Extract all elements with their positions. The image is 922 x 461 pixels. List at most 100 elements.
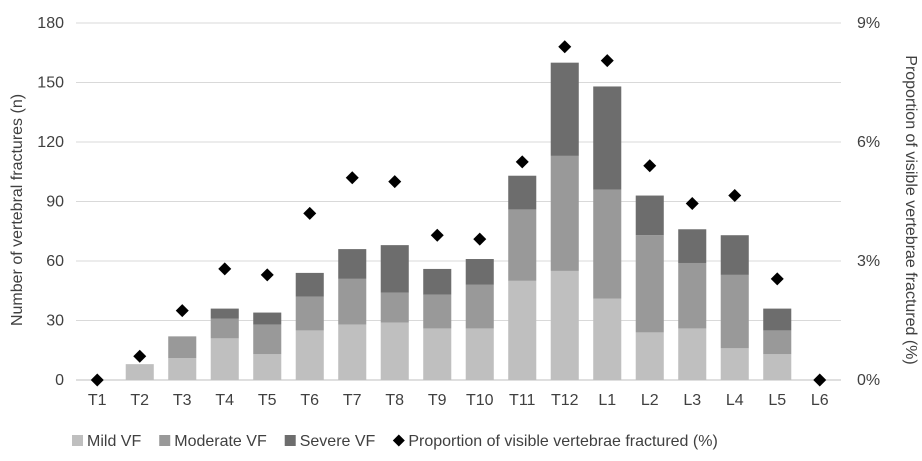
left-y-axis-ticks: 0 30 60 90 120 150 180 xyxy=(37,15,64,389)
bar-mild-vf xyxy=(678,328,707,380)
x-tick-label: T2 xyxy=(130,392,149,409)
x-tick-label: T1 xyxy=(88,392,107,409)
proportion-marker xyxy=(388,175,402,189)
bar-severe-vf xyxy=(550,62,579,156)
y2-tick-label: 0% xyxy=(857,372,880,389)
legend: Mild VF Moderate VF Severe VF Proportion of… xyxy=(72,433,718,450)
y-tick-label: 90 xyxy=(46,194,64,211)
right-y-axis-ticks: 0% 3% 6% 9% xyxy=(857,15,880,389)
bar-severe-vf xyxy=(720,235,749,275)
x-tick-label: T10 xyxy=(466,392,494,409)
proportion-marker xyxy=(175,304,189,318)
proportion-marker xyxy=(473,232,487,246)
proportion-marker xyxy=(685,196,699,210)
bar-mild-vf xyxy=(423,328,452,380)
bar-moderate-vf xyxy=(593,189,622,299)
proportion-marker xyxy=(133,349,147,363)
proportion-marker xyxy=(643,159,657,173)
proportion-marker xyxy=(260,268,274,282)
bar-moderate-vf xyxy=(295,296,324,331)
legend-swatch xyxy=(284,435,296,446)
x-tick-label: T11 xyxy=(509,392,535,409)
legend-swatch xyxy=(72,435,83,446)
legend-label: Mild VF xyxy=(87,433,141,450)
bar-severe-vf xyxy=(253,312,282,325)
legend-diamond xyxy=(392,434,405,447)
legend-label: Severe VF xyxy=(300,433,376,450)
proportion-marker xyxy=(558,40,572,54)
gridlines xyxy=(76,22,841,381)
y-tick-label: 0 xyxy=(55,372,64,389)
bar-moderate-vf xyxy=(423,294,452,329)
bar-mild-vf xyxy=(763,354,792,380)
y2-tick-label: 6% xyxy=(857,134,880,151)
bar-moderate-vf xyxy=(508,209,537,281)
bar-severe-vf xyxy=(763,308,792,331)
y-axis-title: Number of vertebral fractures (n) xyxy=(9,94,26,326)
proportion-marker xyxy=(345,171,359,185)
x-tick-label: L6 xyxy=(811,392,829,409)
bar-mild-vf xyxy=(338,324,367,380)
bar-severe-vf xyxy=(338,249,367,279)
bar-severe-vf xyxy=(635,195,664,236)
legend-label: Moderate VF xyxy=(174,433,267,450)
bar-mild-vf xyxy=(295,330,324,380)
legend-swatch xyxy=(159,435,171,446)
y2-tick-label: 3% xyxy=(857,253,880,270)
bar-severe-vf xyxy=(465,259,494,285)
bar-mild-vf xyxy=(168,358,197,380)
x-tick-label: T7 xyxy=(343,392,362,409)
proportion-marker xyxy=(303,206,317,220)
x-tick-label: L1 xyxy=(598,392,616,409)
y-tick-label: 30 xyxy=(46,313,64,330)
bar-mild-vf xyxy=(593,298,622,380)
x-tick-label: T12 xyxy=(551,392,579,409)
y-tick-label: 150 xyxy=(37,75,64,92)
x-tick-label: T8 xyxy=(385,392,404,409)
y-tick-label: 60 xyxy=(46,253,64,270)
bar-moderate-vf xyxy=(380,292,409,323)
proportion-marker xyxy=(515,155,529,169)
proportion-marker xyxy=(90,373,104,387)
x-tick-label: T9 xyxy=(428,392,447,409)
bar-moderate-vf xyxy=(338,278,367,325)
y-tick-label: 120 xyxy=(37,134,64,151)
proportion-marker xyxy=(728,189,742,203)
bar-mild-vf xyxy=(210,338,239,380)
proportion-marker xyxy=(813,373,827,387)
x-tick-label: L5 xyxy=(768,392,786,409)
x-tick-label: T3 xyxy=(173,392,192,409)
bar-severe-vf xyxy=(380,245,409,293)
bar-mild-vf xyxy=(125,364,154,380)
bar-moderate-vf xyxy=(253,324,282,355)
bar-moderate-vf xyxy=(168,336,197,359)
bar-moderate-vf xyxy=(210,318,239,339)
bar-moderate-vf xyxy=(550,155,579,271)
bar-mild-vf xyxy=(465,328,494,380)
bar-severe-vf xyxy=(295,272,324,297)
bar-moderate-vf xyxy=(763,330,792,355)
proportion-markers xyxy=(90,40,827,387)
bar-severe-vf xyxy=(210,308,239,319)
bar-mild-vf xyxy=(635,332,664,380)
proportion-marker xyxy=(600,54,614,68)
bar-moderate-vf xyxy=(635,235,664,333)
bar-mild-vf xyxy=(380,322,409,380)
x-tick-label: L2 xyxy=(641,392,659,409)
proportion-marker xyxy=(430,228,444,242)
bar-moderate-vf xyxy=(678,262,707,329)
legend-label: Proportion of visible vertebrae fracture… xyxy=(408,433,717,450)
bar-severe-vf xyxy=(423,268,452,295)
x-tick-label: L4 xyxy=(726,392,744,409)
bar-severe-vf xyxy=(678,229,707,263)
bars xyxy=(125,62,792,380)
x-tick-label: T4 xyxy=(215,392,234,409)
x-tick-label: T5 xyxy=(258,392,277,409)
bar-mild-vf xyxy=(253,354,282,380)
bar-mild-vf xyxy=(720,348,749,380)
proportion-marker xyxy=(770,272,784,286)
x-axis-ticks: T1 T2 T3 T4 T5 T6 T7 T8 T9 T10 T11 T12 L1 L2 L3 L4 L5 L6 xyxy=(88,392,829,409)
bar-severe-vf xyxy=(508,175,537,210)
y2-axis-title: Proportion of visible vertebrae fracture… xyxy=(902,55,919,364)
